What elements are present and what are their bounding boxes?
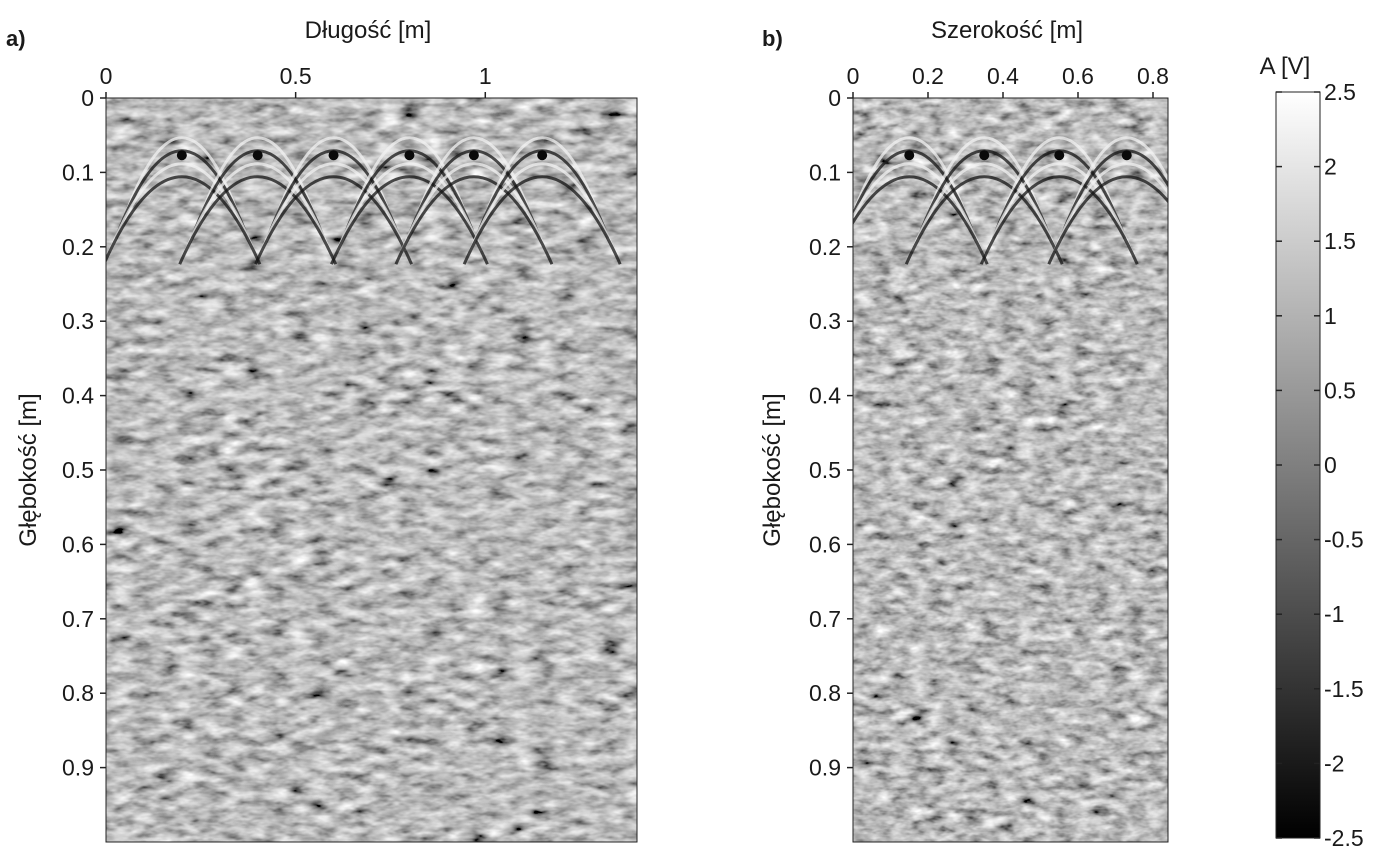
- panel-b-apex-marker: [904, 150, 915, 161]
- panel-a-hyperbola: [336, 162, 483, 252]
- panel-a-xtick-label: 0.5: [280, 63, 312, 89]
- panel-b-xtick-label: 0.2: [912, 63, 944, 89]
- colorbar-tick-label: 2.5: [1324, 79, 1356, 105]
- panel-b-hyperbola: [985, 162, 1133, 252]
- panel-b-hyperbola: [853, 162, 983, 252]
- panel-a-hyperbola: [394, 175, 554, 265]
- panel-b-hyperbolas: [853, 136, 1168, 265]
- panel-a-hyperbola: [196, 136, 320, 226]
- panel-b-xtick-label: 0.8: [1137, 63, 1169, 89]
- panel-a-ytick-label: 0: [81, 85, 94, 111]
- panel-a-apex-marker: [404, 150, 415, 161]
- panel-a-ytick-label: 0.9: [62, 755, 94, 781]
- panel-b-hyperbola: [1065, 136, 1168, 226]
- panel-b-xlabel: Szerokość [m]: [931, 17, 1083, 44]
- panel-a-ytick-label: 0.8: [62, 680, 94, 706]
- colorbar-tick-label: 0: [1324, 452, 1337, 478]
- panel-b-hyperbola: [904, 175, 1064, 265]
- panel-b-hyperbola: [997, 136, 1121, 226]
- panel-b-apex-marker: [1054, 150, 1065, 161]
- panel-b: Szerokość [m] Głębokość [m] 0 0.2 0.4 0.6 0.…: [759, 17, 1169, 843]
- panel-a-hyperbola: [480, 136, 604, 226]
- panel-b-xtick-label: 0.4: [987, 63, 1019, 89]
- panel-a-apex-marker: [468, 150, 479, 161]
- panel-b-hyperbola: [1053, 162, 1168, 252]
- panel-b-hyperbola: [853, 136, 971, 226]
- colorbar-label: A [V]: [1260, 53, 1311, 80]
- colorbar-tick-label: 1: [1324, 303, 1337, 329]
- panel-b-ytick-label: 0.5: [809, 457, 841, 483]
- panel-a-hyperbola: [260, 162, 407, 252]
- panel-a-hyperbola: [400, 162, 548, 252]
- panel-a: Długość [m] Głębokość [m] 0 0.5 1 0 0.1 0.2 0.…: [15, 17, 638, 843]
- panel-a-xlabel: Długość [m]: [305, 17, 432, 44]
- panel-b-hyperbola: [910, 162, 1058, 252]
- panel-a-ytick-label: 0.2: [62, 234, 94, 260]
- colorbar-tick-label: -1: [1324, 601, 1344, 627]
- panel-a-apex-marker: [328, 150, 339, 161]
- panel-a-axes: 0 0.5 1 0 0.1 0.2 0.3 0.4 0.5 0.6 0.7 0.8 0.9: [62, 63, 492, 781]
- panel-b-xtick-label: 0.6: [1062, 63, 1094, 89]
- panel-b-ytick-label: 0.7: [809, 606, 841, 632]
- panel-b-ytick-label: 0.3: [809, 308, 841, 334]
- panel-a-hyperbola: [272, 136, 395, 226]
- panel-b-hyperbola: [853, 175, 989, 265]
- panel-a-ytick-label: 0.3: [62, 308, 94, 334]
- colorbar-tick-label: -2.5: [1324, 825, 1364, 851]
- panel-b-ytick-label: 0: [828, 85, 841, 111]
- panel-a-hyperbola: [106, 175, 262, 265]
- colorbar-tick-label: 0.5: [1324, 377, 1356, 403]
- panel-a-ytick-label: 0.6: [62, 531, 94, 557]
- panel-b-hyperbola: [979, 175, 1139, 265]
- colorbar-tick-label: -2: [1324, 750, 1344, 776]
- panel-a-ytick-label: 0.4: [62, 383, 94, 409]
- panel-b-hyperbola: [1047, 175, 1168, 265]
- panel-a-xtick-label: 0: [100, 63, 113, 89]
- panel-b-ytick-label: 0.9: [809, 755, 841, 781]
- panel-a-ytick-label: 0.7: [62, 606, 94, 632]
- panel-b-ytick-label: 0.6: [809, 531, 841, 557]
- colorbar-ticks: 2.5 2 1.5 1 0.5 0 -0.5 -1 -1.5 -2 -2.5: [1276, 79, 1364, 851]
- panel-a-ylabel: Głębokość [m]: [15, 393, 42, 546]
- panel-a-hyperbola: [178, 175, 338, 265]
- colorbar-tick-label: -0.5: [1324, 527, 1364, 553]
- colorbar-gradient: [1275, 91, 1321, 839]
- panel-b-label: b): [762, 26, 783, 51]
- panel-b-ylabel: Głębokość [m]: [759, 393, 786, 546]
- panel-b-plot-area: [853, 98, 1168, 842]
- panel-b-hyperbola: [922, 136, 1046, 226]
- colorbar-tick-label: -1.5: [1324, 676, 1364, 702]
- panel-a-xtick-label: 1: [479, 63, 492, 89]
- panel-a-hyperbola: [348, 136, 471, 226]
- colorbar-tick-label: 1.5: [1324, 228, 1356, 254]
- panel-b-ytick-label: 0.1: [809, 159, 841, 185]
- panel-a-hyperbola: [184, 162, 332, 252]
- panel-a-hyperbola: [468, 162, 616, 252]
- panel-a-apex-marker: [176, 150, 187, 161]
- colorbar-tick-label: 2: [1324, 154, 1337, 180]
- panel-b-xtick-label: 0: [847, 63, 860, 89]
- panel-a-hyperbolas: [106, 136, 622, 265]
- panel-b-ytick-label: 0.2: [809, 234, 841, 260]
- panel-a-plot-area: [106, 98, 637, 842]
- panel-a-heatmap: [106, 98, 637, 842]
- panel-b-ytick-label: 0.4: [809, 383, 841, 409]
- panel-a-hyperbola: [108, 162, 256, 252]
- panel-b-apex-marker: [979, 150, 990, 161]
- panel-b-ytick-label: 0.8: [809, 680, 841, 706]
- panel-b-apex-marker: [1121, 150, 1132, 161]
- panel-a-ytick-label: 0.5: [62, 457, 94, 483]
- panel-a-hyperbola: [254, 175, 413, 265]
- panel-a-apex-marker: [537, 150, 548, 161]
- colorbar: A [V] 2.5 2 1.5 1 0.5 0 -0.5 -1 -1.5 -2 -2.5: [1260, 53, 1364, 851]
- panel-a-hyperbola: [462, 175, 622, 265]
- panel-b-axes: 0 0.2 0.4 0.6 0.8 0 0.1 0.2 0.3 0.4 0.5 0.6 0.7 0.8 0.…: [809, 63, 1169, 781]
- panel-a-hyperbola: [120, 136, 244, 226]
- panel-a-label: a): [6, 26, 26, 51]
- panel-a-ytick-label: 0.1: [62, 159, 94, 185]
- panel-a-apex-marker: [252, 150, 263, 161]
- panel-a-hyperbola: [330, 175, 489, 265]
